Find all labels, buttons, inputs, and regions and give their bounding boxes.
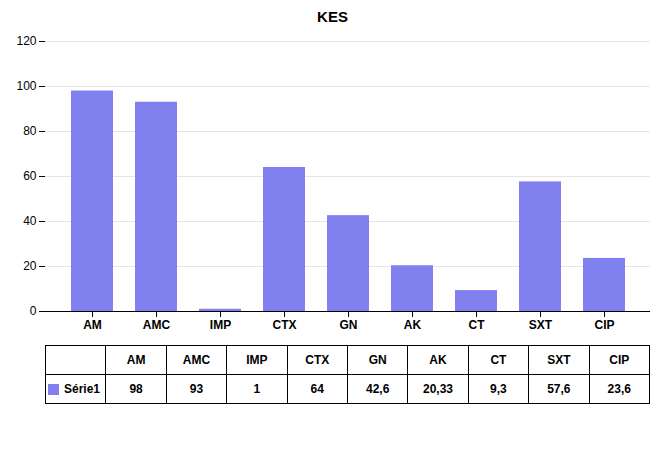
html-text:AMC: AMC xyxy=(182,353,211,367)
svg-text:60: 60 xyxy=(23,169,37,183)
html-text:42,6: 42,6 xyxy=(366,382,390,396)
svg-text:20: 20 xyxy=(23,259,37,273)
html-text:Série1: Série1 xyxy=(64,382,100,396)
html-text:9,3: 9,3 xyxy=(490,382,507,396)
html-text:AK: AK xyxy=(429,353,447,367)
html-text:93: 93 xyxy=(189,382,204,396)
html-text:IMP: IMP xyxy=(246,353,268,367)
html-text:SXT: SXT xyxy=(547,353,571,367)
svg-text:AMC: AMC xyxy=(143,318,171,332)
svg-text:CTX: CTX xyxy=(273,318,297,332)
svg-text:IMP: IMP xyxy=(210,318,231,332)
svg-text:CIP: CIP xyxy=(594,318,614,332)
html-text:CT: CT xyxy=(490,353,507,367)
html-text:64: 64 xyxy=(310,382,324,396)
html-text:KES: KES xyxy=(317,8,348,25)
svg-text:GN: GN xyxy=(340,318,358,332)
svg-text:CT: CT xyxy=(469,318,486,332)
html-text:1: 1 xyxy=(253,382,261,396)
svg-text:SXT: SXT xyxy=(529,318,553,332)
html-text:98: 98 xyxy=(129,382,143,396)
svg-text:AM: AM xyxy=(83,318,102,332)
html-text:CIP: CIP xyxy=(609,353,630,367)
html-text:20,33: 20,33 xyxy=(423,382,453,396)
svg-text:80: 80 xyxy=(23,124,37,138)
html-text:23,6: 23,6 xyxy=(607,382,631,396)
svg-text:40: 40 xyxy=(23,214,37,228)
svg-text:AK: AK xyxy=(404,318,422,332)
svg-text:100: 100 xyxy=(16,79,36,93)
html-text:AM: AM xyxy=(126,353,146,367)
html-text:GN: GN xyxy=(368,353,387,367)
html-text:57,6: 57,6 xyxy=(547,382,571,396)
html-text:CTX: CTX xyxy=(305,353,330,367)
svg-text:120: 120 xyxy=(16,34,36,48)
svg-text:0: 0 xyxy=(30,304,37,318)
